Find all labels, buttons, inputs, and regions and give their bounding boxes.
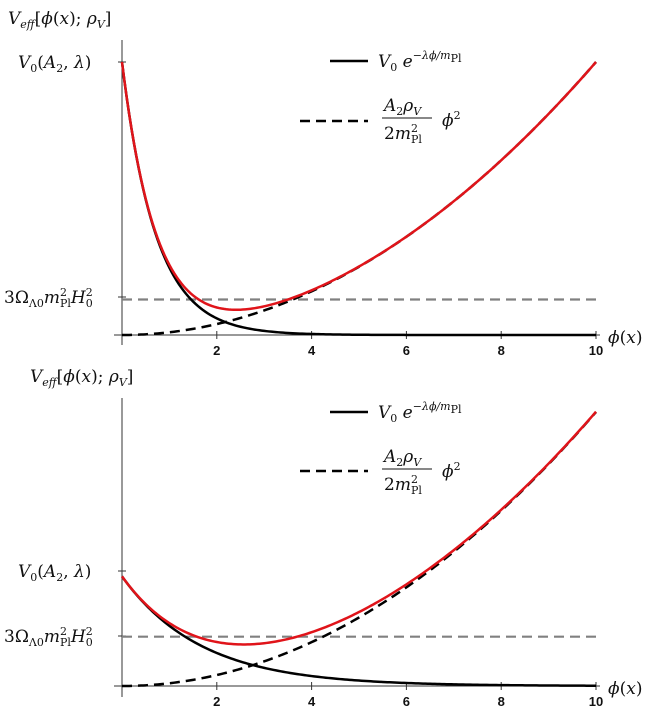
top-v0-label: V0(A2, λ) <box>18 53 91 75</box>
x-tick-label: 6 <box>403 694 410 708</box>
x-tick-label: 8 <box>498 694 505 708</box>
bottom-legend-frac-num: A2ρV <box>382 447 422 469</box>
top-legend: V0 e−λϕ/mPl A2ρV 2m2 Pl ϕ2 <box>300 49 462 146</box>
bottom-sum-curve <box>120 410 597 646</box>
x-tick-label: 4 <box>308 343 316 358</box>
bottom-ylabel: Veff[ϕ(x); ρV] <box>30 367 133 389</box>
top-sum-curve <box>120 61 597 312</box>
x-tick-label: 10 <box>589 694 603 708</box>
bottom-legend-frac-den: 2m2 Pl <box>384 473 422 497</box>
x-tick-label: 8 <box>498 343 505 358</box>
top-legend-exp-label: V0 e−λϕ/mPl <box>378 49 462 74</box>
top-legend-frac-den: 2m2 Pl <box>384 122 422 146</box>
x-tick-label: 2 <box>213 343 220 358</box>
x-tick-label: 2 <box>213 694 220 708</box>
top-exp-curve <box>120 61 596 337</box>
bottom-legend: V0 e−λϕ/mPl A2ρV 2m2 Pl ϕ2 <box>300 400 462 497</box>
x-tick-label: 10 <box>589 343 603 358</box>
bottom-exp-curve <box>120 575 597 687</box>
top-xlabel: ϕ(x) <box>608 328 642 348</box>
top-omega-label: 3ΩΛ0m2 PlH2 0 <box>4 286 93 310</box>
top-panel: Veff[ϕ(x); ρV] 2 4 6 8 10 ϕ(x) V0(A2, λ) 3ΩΛ… <box>4 9 642 358</box>
top-legend-phi2: ϕ2 <box>442 109 461 131</box>
bottom-quad-curve <box>121 411 597 688</box>
bottom-v0-label: V0(A2, λ) <box>18 562 91 584</box>
x-tick-label: 4 <box>308 694 316 708</box>
x-tick-label: 6 <box>403 343 410 358</box>
bottom-legend-phi2: ϕ2 <box>442 460 461 482</box>
top-ylabel: Veff[ϕ(x); ρV] <box>8 9 111 31</box>
top-legend-frac-num: A2ρV <box>382 96 422 118</box>
bottom-legend-exp-label: V0 e−λϕ/mPl <box>378 400 462 425</box>
bottom-omega-label: 3ΩΛ0m2 PlH2 0 <box>4 625 93 649</box>
bottom-panel: Veff[ϕ(x); ρV] 2 4 6 8 10 ϕ(x) V0(A2, λ) 3ΩΛ… <box>4 367 642 708</box>
bottom-xlabel: ϕ(x) <box>608 679 642 699</box>
